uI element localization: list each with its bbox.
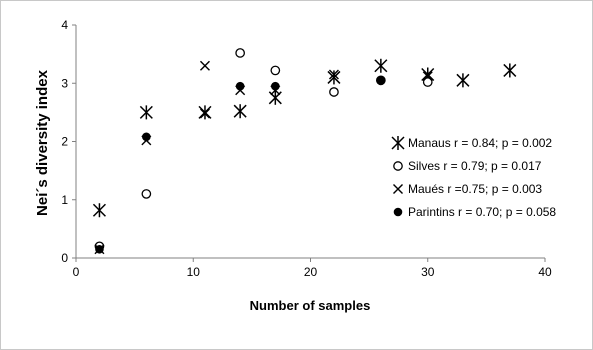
legend-label-4: Parintins r = 0.70; p = 0.058 bbox=[408, 205, 556, 219]
data-point-series-2 bbox=[141, 189, 152, 199]
data-point-series-3 bbox=[199, 108, 210, 119]
x-tick-label: 10 bbox=[187, 265, 201, 279]
legend: Manaus r = 0.84; p = 0.002 Silves r = 0.7… bbox=[391, 136, 556, 219]
data-point-series-1 bbox=[139, 105, 153, 120]
data-point-series-1 bbox=[92, 203, 106, 218]
legend-marker-1 bbox=[391, 136, 405, 150]
y-tick-label: 0 bbox=[61, 251, 68, 265]
legend-label-3: Maués r =0.75; p = 0.003 bbox=[408, 182, 542, 196]
data-point-series-3 bbox=[422, 71, 433, 82]
legend-marker-4 bbox=[393, 207, 403, 217]
y-tick-label: 3 bbox=[61, 76, 68, 90]
legend-marker-3 bbox=[393, 184, 403, 194]
data-point-series-2 bbox=[329, 87, 339, 97]
data-point-series-1 bbox=[456, 73, 470, 88]
data-point-series-4 bbox=[235, 81, 245, 91]
x-tick-label: 0 bbox=[73, 265, 80, 279]
data-point-series-3 bbox=[199, 60, 210, 71]
legend-label-1: Manaus r = 0.84; p = 0.002 bbox=[408, 136, 552, 150]
data-point-series-1 bbox=[374, 58, 388, 73]
data-point-series-1 bbox=[268, 90, 282, 105]
x-tick-label: 40 bbox=[538, 265, 552, 279]
data-point-series-4 bbox=[95, 244, 104, 254]
legend-marker-2 bbox=[393, 161, 403, 171]
x-axis-title: Number of samples bbox=[250, 298, 371, 313]
y-axis-title: Nei´s diversity index bbox=[34, 69, 51, 216]
legend-label-2: Silves r = 0.79; p = 0.017 bbox=[408, 159, 542, 173]
y-tick-label: 2 bbox=[61, 135, 68, 149]
data-point-series-2 bbox=[270, 65, 281, 76]
data-point-series-2 bbox=[422, 77, 433, 87]
data-point-series-2 bbox=[235, 48, 245, 58]
data-point-series-1 bbox=[198, 105, 212, 120]
data-point-series-4 bbox=[142, 132, 151, 142]
data-point-series-4 bbox=[376, 76, 386, 85]
data-point-series-1 bbox=[327, 70, 341, 85]
y-tick-label: 1 bbox=[61, 193, 68, 207]
y-tick-label: 4 bbox=[61, 18, 68, 32]
x-tick-label: 20 bbox=[304, 265, 318, 279]
data-points bbox=[92, 48, 517, 255]
data-point-series-4 bbox=[271, 81, 280, 91]
data-point-series-1 bbox=[233, 104, 247, 119]
data-point-series-1 bbox=[503, 63, 517, 78]
data-point-series-3 bbox=[328, 69, 339, 80]
x-tick-label: 30 bbox=[421, 265, 435, 279]
